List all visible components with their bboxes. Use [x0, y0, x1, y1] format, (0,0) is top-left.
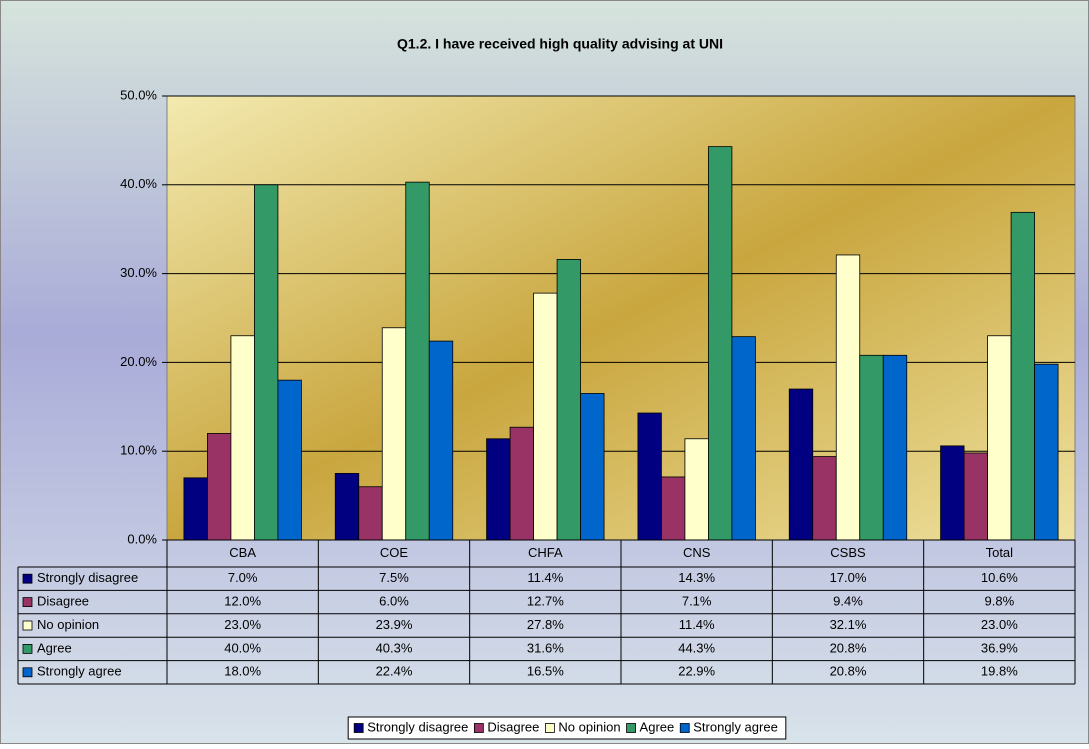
- table-series-label: No opinion: [37, 617, 99, 632]
- table-value: 6.0%: [379, 594, 409, 609]
- bar: [254, 184, 279, 541]
- table-value: 12.7%: [527, 594, 564, 609]
- table-legend-key: [22, 597, 33, 607]
- x-tick-label: CSBS: [830, 545, 866, 560]
- table-series-label: Disagree: [37, 594, 89, 609]
- table-value: 19.8%: [981, 664, 1018, 679]
- x-tick-label: CNS: [683, 545, 711, 560]
- table-value: 17.0%: [830, 570, 867, 585]
- legend-key: [473, 723, 484, 733]
- table-value: 23.0%: [981, 617, 1018, 632]
- table-series-label: Strongly agree: [37, 664, 122, 679]
- y-tick-label: 20.0%: [120, 354, 157, 369]
- bar: [661, 476, 686, 541]
- table-value: 10.6%: [981, 570, 1018, 585]
- y-tick-label: 0.0%: [127, 531, 157, 546]
- bar: [486, 438, 511, 541]
- bar: [788, 388, 814, 541]
- table-legend-key: [22, 573, 33, 584]
- legend-label: Disagree: [487, 719, 539, 734]
- table-value: 44.3%: [678, 640, 715, 655]
- table-value: 22.9%: [678, 664, 715, 679]
- bar: [637, 412, 662, 541]
- legend-label: Strongly disagree: [367, 719, 468, 734]
- bar: [381, 327, 407, 541]
- table-value: 22.4%: [376, 664, 413, 679]
- x-tick-label: COE: [380, 545, 409, 560]
- plot-area: [166, 95, 1076, 541]
- legend-key: [679, 723, 690, 733]
- bar: [940, 445, 965, 541]
- legend-box: [347, 716, 787, 740]
- table-series-label: Strongly disagree: [37, 570, 138, 585]
- table-value: 32.1%: [830, 617, 867, 632]
- bar: [684, 438, 709, 541]
- bar: [580, 393, 605, 541]
- table-value: 11.4%: [527, 570, 563, 585]
- bar: [882, 354, 908, 541]
- x-tick-label: Total: [986, 545, 1014, 560]
- table-value: 27.8%: [527, 617, 564, 632]
- table-legend-key: [22, 620, 33, 631]
- bar: [405, 181, 430, 541]
- bar: [533, 292, 558, 541]
- table-value: 36.9%: [981, 640, 1018, 655]
- y-tick-label: 10.0%: [120, 443, 157, 458]
- table-value: 9.4%: [833, 594, 863, 609]
- table-series-label: Agree: [37, 640, 72, 655]
- legend-label: Agree: [640, 719, 675, 734]
- table-value: 20.8%: [830, 640, 867, 655]
- bar: [358, 486, 383, 541]
- table-value: 12.0%: [224, 594, 261, 609]
- bar: [1034, 363, 1059, 541]
- table-value: 7.1%: [682, 594, 712, 609]
- table-value: 23.9%: [376, 617, 413, 632]
- table-value: 14.3%: [678, 570, 715, 585]
- y-tick-label: 40.0%: [120, 176, 157, 191]
- table-value: 40.3%: [376, 640, 413, 655]
- bar: [509, 426, 534, 541]
- table-legend-key: [22, 644, 33, 654]
- bar: [708, 146, 733, 541]
- bar: [556, 258, 581, 541]
- bar: [230, 335, 255, 541]
- legend-label: Strongly agree: [693, 719, 778, 734]
- y-tick-label: 30.0%: [120, 265, 157, 280]
- bar: [183, 477, 208, 541]
- table-value: 20.8%: [830, 664, 867, 679]
- table-value: 40.0%: [224, 640, 261, 655]
- table-value: 7.5%: [379, 570, 409, 585]
- bar: [812, 456, 837, 541]
- x-tick-label: CHFA: [528, 545, 563, 560]
- table-value: 11.4%: [679, 617, 715, 632]
- bar: [277, 379, 302, 541]
- table-value: 16.5%: [527, 664, 564, 679]
- bar: [731, 336, 756, 541]
- legend-key: [353, 723, 364, 733]
- table-value: 7.0%: [228, 570, 258, 585]
- chart-title: Q1.2. I have received high quality advis…: [397, 36, 723, 52]
- bar: [428, 340, 454, 541]
- bar: [963, 452, 988, 541]
- legend-label: No opinion: [558, 719, 620, 734]
- bar: [334, 472, 360, 541]
- bar: [835, 254, 861, 541]
- bar: [859, 354, 884, 541]
- table-legend-key: [22, 667, 33, 678]
- legend-key: [626, 723, 636, 733]
- legend-key: [544, 723, 555, 733]
- table-value: 9.8%: [985, 594, 1015, 609]
- table-value: 31.6%: [527, 640, 564, 655]
- table-value: 23.0%: [224, 617, 261, 632]
- x-tick-label: CBA: [229, 545, 256, 560]
- bar: [1010, 211, 1035, 541]
- y-tick-label: 50.0%: [120, 87, 157, 102]
- table-value: 18.0%: [224, 664, 261, 679]
- bar: [207, 433, 232, 541]
- bar: [987, 335, 1012, 541]
